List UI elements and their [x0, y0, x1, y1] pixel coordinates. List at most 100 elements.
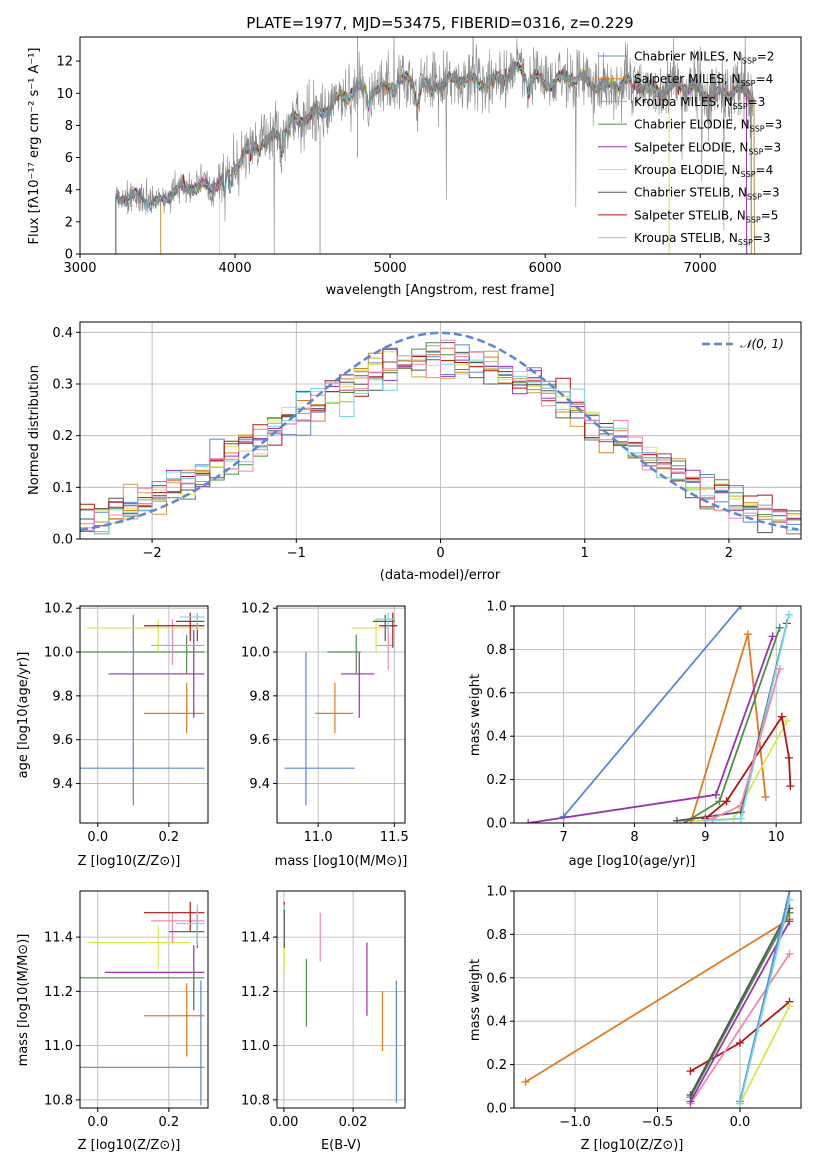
plot-area — [524, 606, 795, 823]
weight-marker — [777, 712, 786, 721]
hist-series-10 — [80, 339, 801, 535]
y-tick-label: 9.4 — [249, 777, 270, 792]
p3-xlabel: Z [log10(Z/Z⊙)] — [78, 854, 181, 869]
errorbar-point — [327, 634, 361, 674]
x-tick-label: 0.0 — [730, 1115, 751, 1130]
errorbar-point — [87, 619, 205, 653]
weight-marker — [785, 1002, 794, 1011]
errorbar-point — [284, 652, 355, 806]
plot-area — [521, 891, 794, 1108]
p6-xlabel: Z [log10(Z/Z⊙)] — [78, 1138, 181, 1153]
legend-label: Salpeter MILES, NSSP=4 — [634, 72, 773, 88]
y-tick-label: 0.8 — [486, 928, 507, 943]
weight-line-3 — [689, 953, 791, 1105]
errorbar-point — [351, 619, 390, 653]
chart-title: PLATE=1977, MJD=53475, FIBERID=0316, z=0… — [246, 14, 633, 32]
weight-marker — [736, 814, 745, 823]
panel-5: 7 8 9 10 0.0 0.2 0.4 0.6 0.8 1.0 — [486, 600, 802, 845]
errorbar-point — [144, 901, 205, 932]
plot-area — [284, 612, 398, 806]
weight-marker — [786, 782, 795, 791]
weight-line-4 — [528, 636, 774, 823]
weight-marker — [785, 917, 794, 926]
x-tick-label: 0.0 — [87, 830, 108, 845]
y-tick-label: 10.0 — [44, 646, 73, 661]
legend-label: Kroupa STELIB, NSSP=3 — [634, 231, 771, 247]
weight-marker — [672, 816, 681, 823]
weight-marker — [785, 895, 794, 904]
legend-label: Salpeter ELODIE, NSSP=3 — [634, 140, 781, 156]
y-tick-label: 9.6 — [249, 733, 270, 748]
y-tick-label: 0.3 — [52, 378, 73, 393]
y-tick-label: 0.0 — [486, 1102, 507, 1117]
x-tick-label: 2 — [725, 546, 733, 561]
plot-area — [283, 901, 397, 1103]
plot-area — [80, 612, 205, 806]
y-tick-label: 9.6 — [52, 733, 73, 748]
errorbar-point — [80, 614, 205, 806]
panel-8: −1.0 −0.5 0.0 0.0 0.2 0.4 0.6 0.8 1.0 — [486, 885, 802, 1130]
y-tick-label: 11.0 — [241, 1039, 270, 1054]
weight-marker — [735, 1038, 744, 1047]
y-tick-label: 10 — [56, 87, 73, 102]
hist-xlabel: (data-model)/error — [380, 568, 501, 583]
x-tick-label: 11.5 — [380, 830, 409, 845]
p4-xlabel: mass [log10(M/M⊙)] — [275, 854, 408, 869]
p3-ylabel: age [log10(age/yr)] — [16, 652, 31, 779]
x-tick-label: 0.2 — [159, 1115, 180, 1130]
axes-frame — [79, 36, 802, 255]
legend-label: Kroupa MILES, NSSP=3 — [634, 95, 765, 111]
x-tick-label: 5000 — [374, 261, 407, 276]
x-tick-label: 0.0 — [87, 1115, 108, 1130]
y-tick-label: 6 — [65, 151, 73, 166]
y-tick-label: 11.0 — [44, 1039, 73, 1054]
plot-area — [115, 37, 755, 254]
panel-4: 11.0 11.5 9.4 9.6 9.8 10.0 10.2 — [241, 602, 409, 845]
y-tick-label: 0.1 — [52, 481, 73, 496]
y-tick-label: 0.4 — [52, 326, 73, 341]
observed-spectrum — [115, 37, 754, 254]
plot-area — [80, 331, 801, 535]
weight-marker — [686, 1090, 695, 1099]
weight-marker — [785, 949, 794, 958]
weight-line-6 — [689, 907, 791, 1096]
panel-2: −2 −1 0 1 2 0.0 0.1 0.2 0.3 0.4 — [52, 321, 802, 561]
axes-frame — [79, 605, 209, 824]
weight-marker — [736, 606, 745, 610]
weight-marker — [521, 1077, 530, 1086]
y-tick-label: 11.2 — [241, 985, 270, 1000]
legend: Chabrier MILES, NSSP=2 Salpeter MILES, NS… — [598, 50, 782, 247]
panel-3: 0.0 0.2 9.4 9.6 9.8 10.0 10.2 — [44, 602, 209, 845]
weight-marker — [736, 801, 745, 810]
errorbar-point — [108, 630, 205, 718]
p5-ylabel: mass weight — [468, 674, 483, 756]
y-tick-label: 0.2 — [52, 429, 73, 444]
weight-marker — [701, 816, 710, 823]
x-tick-label: −2 — [143, 546, 162, 561]
errorbar-point — [151, 912, 205, 943]
axes-frame — [276, 605, 406, 824]
y-tick-label: 0.4 — [486, 1015, 507, 1030]
weight-marker — [768, 632, 777, 641]
weight-marker — [715, 797, 724, 806]
weight-marker — [708, 814, 717, 823]
y-tick-label: 9.8 — [52, 689, 73, 704]
errorbar-point — [315, 682, 354, 734]
hist-series-3 — [80, 345, 801, 533]
y-tick-label: 8 — [65, 119, 73, 134]
y-tick-label: 11.4 — [44, 931, 73, 946]
y-tick-label: 10.0 — [241, 646, 270, 661]
y-tick-label: 0.0 — [52, 533, 73, 548]
legend-label: Chabrier MILES, NSSP=2 — [634, 50, 774, 66]
weight-line-1 — [525, 918, 790, 1083]
y-tick-label: 1.0 — [486, 885, 507, 900]
errorbar-point — [144, 682, 205, 734]
x-tick-label: 8 — [630, 830, 638, 845]
weight-line-2 — [690, 633, 767, 822]
y-tick-label: 9.4 — [52, 777, 73, 792]
x-tick-label: 6000 — [529, 261, 562, 276]
errorbar-point — [376, 612, 395, 631]
weight-marker — [761, 792, 770, 801]
x-tick-label: 9 — [701, 830, 709, 845]
